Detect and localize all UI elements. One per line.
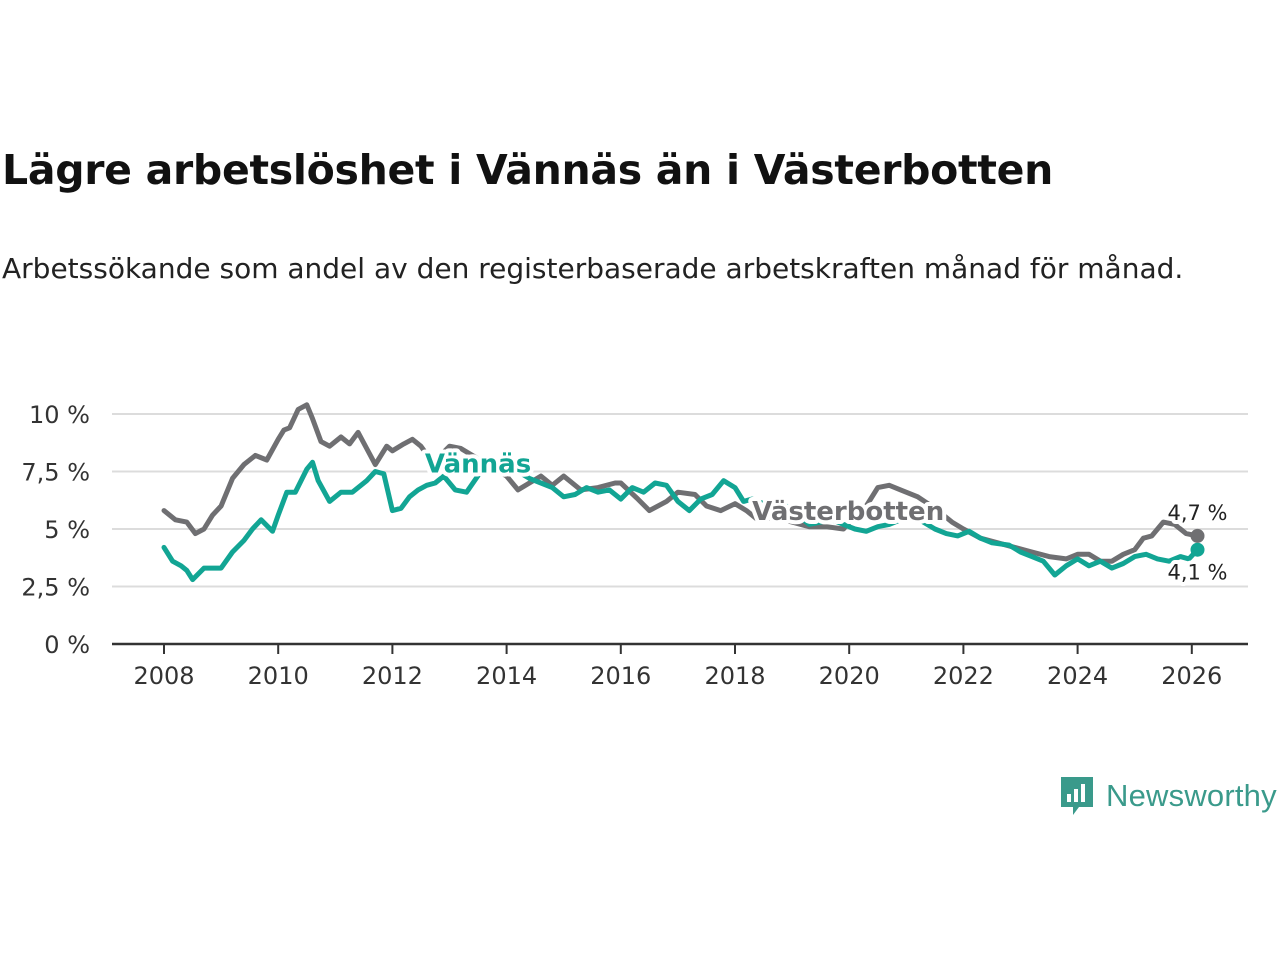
x-tick-label: 2018	[704, 662, 765, 690]
gridlines	[112, 413, 1248, 588]
newsworthy-logo-icon	[1061, 777, 1093, 815]
series-lines	[161, 402, 1205, 583]
y-tick-label: 10 %	[29, 401, 90, 429]
x-tick-label: 2026	[1161, 662, 1222, 690]
y-tick-label: 0 %	[44, 631, 90, 659]
y-tick-label: 7,5 %	[21, 459, 90, 487]
series-label-vannas: Vännäs	[425, 450, 531, 480]
x-tick-label: 2022	[933, 662, 994, 690]
end-point-vasterbotten	[1190, 528, 1205, 543]
end-point-vannas	[1190, 542, 1205, 557]
x-tick-label: 2024	[1047, 662, 1108, 690]
end-value-label-vannas: 4,1 %	[1167, 561, 1227, 585]
x-tick-label: 2016	[590, 662, 651, 690]
x-tick-label: 2020	[819, 662, 880, 690]
x-tick-label: 2012	[362, 662, 423, 690]
chart-title: Lägre arbetslöshet i Vännäs än i Västerb…	[2, 146, 1054, 194]
x-axis: 2008 2010 2012 2014 2016 2018 2020 2022 2024 2026	[112, 642, 1248, 690]
series-label-vasterbotten: Västerbotten	[752, 497, 944, 527]
brand-name: Newsworthy	[1106, 778, 1277, 813]
end-value-label-vasterbotten: 4,7 %	[1167, 501, 1227, 525]
series-line-vasterbotten	[161, 402, 1200, 564]
series-labels: Vännäs Västerbotten 4,7 % 4,1 %	[421, 446, 1232, 589]
series-line-vannas	[161, 457, 1200, 583]
newsworthy-brand[interactable]: Newsworthy	[1058, 774, 1277, 818]
y-tick-label: 2,5 %	[21, 574, 90, 602]
line-chart: 0 % 2,5 % 5 % 7,5 % 10 % 2008 2010 2012 2014 201…	[21, 401, 1248, 690]
y-axis-tick-labels: 0 % 2,5 % 5 % 7,5 % 10 %	[21, 401, 90, 659]
chart-subtitle: Arbetssökande som andel av den registerb…	[2, 252, 1184, 285]
x-tick-label: 2014	[476, 662, 537, 690]
x-tick-label: 2010	[248, 662, 309, 690]
x-tick-label: 2008	[133, 662, 194, 690]
y-tick-label: 5 %	[44, 516, 90, 544]
